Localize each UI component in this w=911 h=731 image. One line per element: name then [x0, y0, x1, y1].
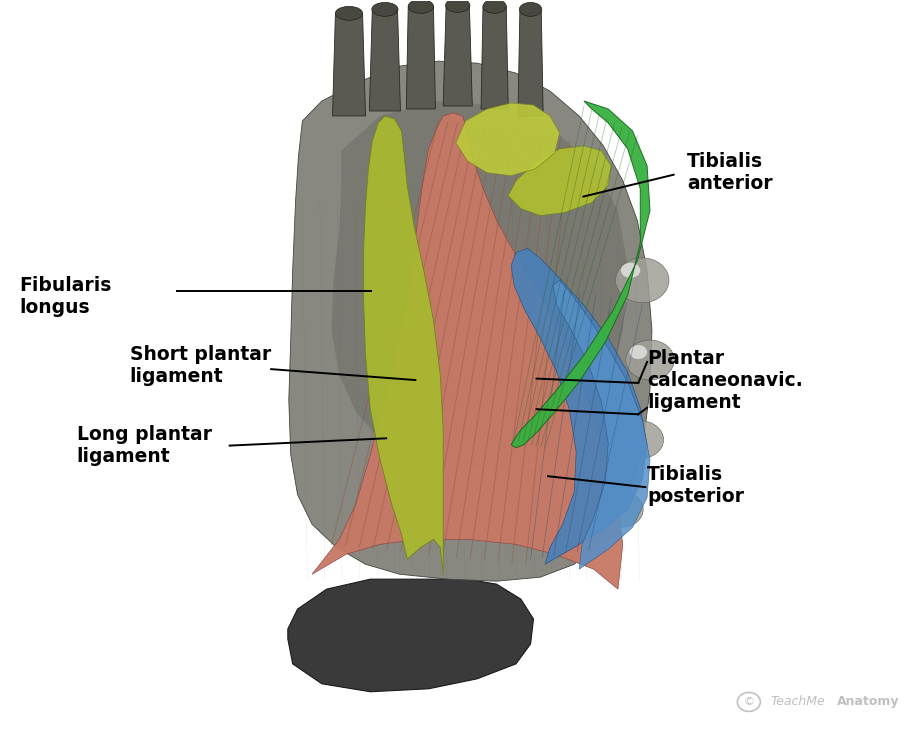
Text: Short plantar
ligament: Short plantar ligament — [129, 345, 271, 386]
Ellipse shape — [335, 7, 363, 20]
Polygon shape — [443, 5, 472, 106]
Polygon shape — [518, 10, 543, 116]
Text: Long plantar
ligament: Long plantar ligament — [77, 425, 211, 466]
Ellipse shape — [621, 425, 637, 438]
Polygon shape — [456, 103, 559, 175]
Polygon shape — [508, 146, 611, 216]
Polygon shape — [511, 101, 650, 447]
Polygon shape — [481, 7, 508, 109]
Text: Fibularis
longus: Fibularis longus — [19, 276, 111, 317]
Text: Tibialis
anterior: Tibialis anterior — [687, 152, 773, 193]
Polygon shape — [369, 10, 401, 111]
Ellipse shape — [408, 0, 434, 13]
Text: Plantar
calcaneonavic.
ligament: Plantar calcaneonavic. ligament — [647, 349, 803, 412]
Ellipse shape — [626, 340, 674, 380]
Polygon shape — [332, 101, 628, 469]
Text: ©: © — [743, 697, 754, 707]
Polygon shape — [289, 61, 652, 581]
Text: Anatomy: Anatomy — [837, 695, 900, 708]
Ellipse shape — [617, 421, 663, 458]
Ellipse shape — [483, 0, 507, 13]
Ellipse shape — [602, 492, 643, 527]
Polygon shape — [312, 113, 623, 589]
Polygon shape — [363, 116, 443, 575]
Polygon shape — [406, 7, 435, 109]
Polygon shape — [511, 249, 647, 564]
Ellipse shape — [630, 345, 647, 359]
Polygon shape — [333, 13, 365, 116]
Ellipse shape — [519, 2, 542, 16]
Ellipse shape — [445, 0, 470, 12]
Text: Tibialis
posterior: Tibialis posterior — [647, 465, 744, 506]
Text: TeachMe: TeachMe — [771, 695, 825, 708]
Polygon shape — [288, 579, 534, 692]
Polygon shape — [553, 280, 650, 569]
Ellipse shape — [372, 2, 398, 16]
Ellipse shape — [616, 258, 669, 303]
Ellipse shape — [621, 263, 640, 278]
